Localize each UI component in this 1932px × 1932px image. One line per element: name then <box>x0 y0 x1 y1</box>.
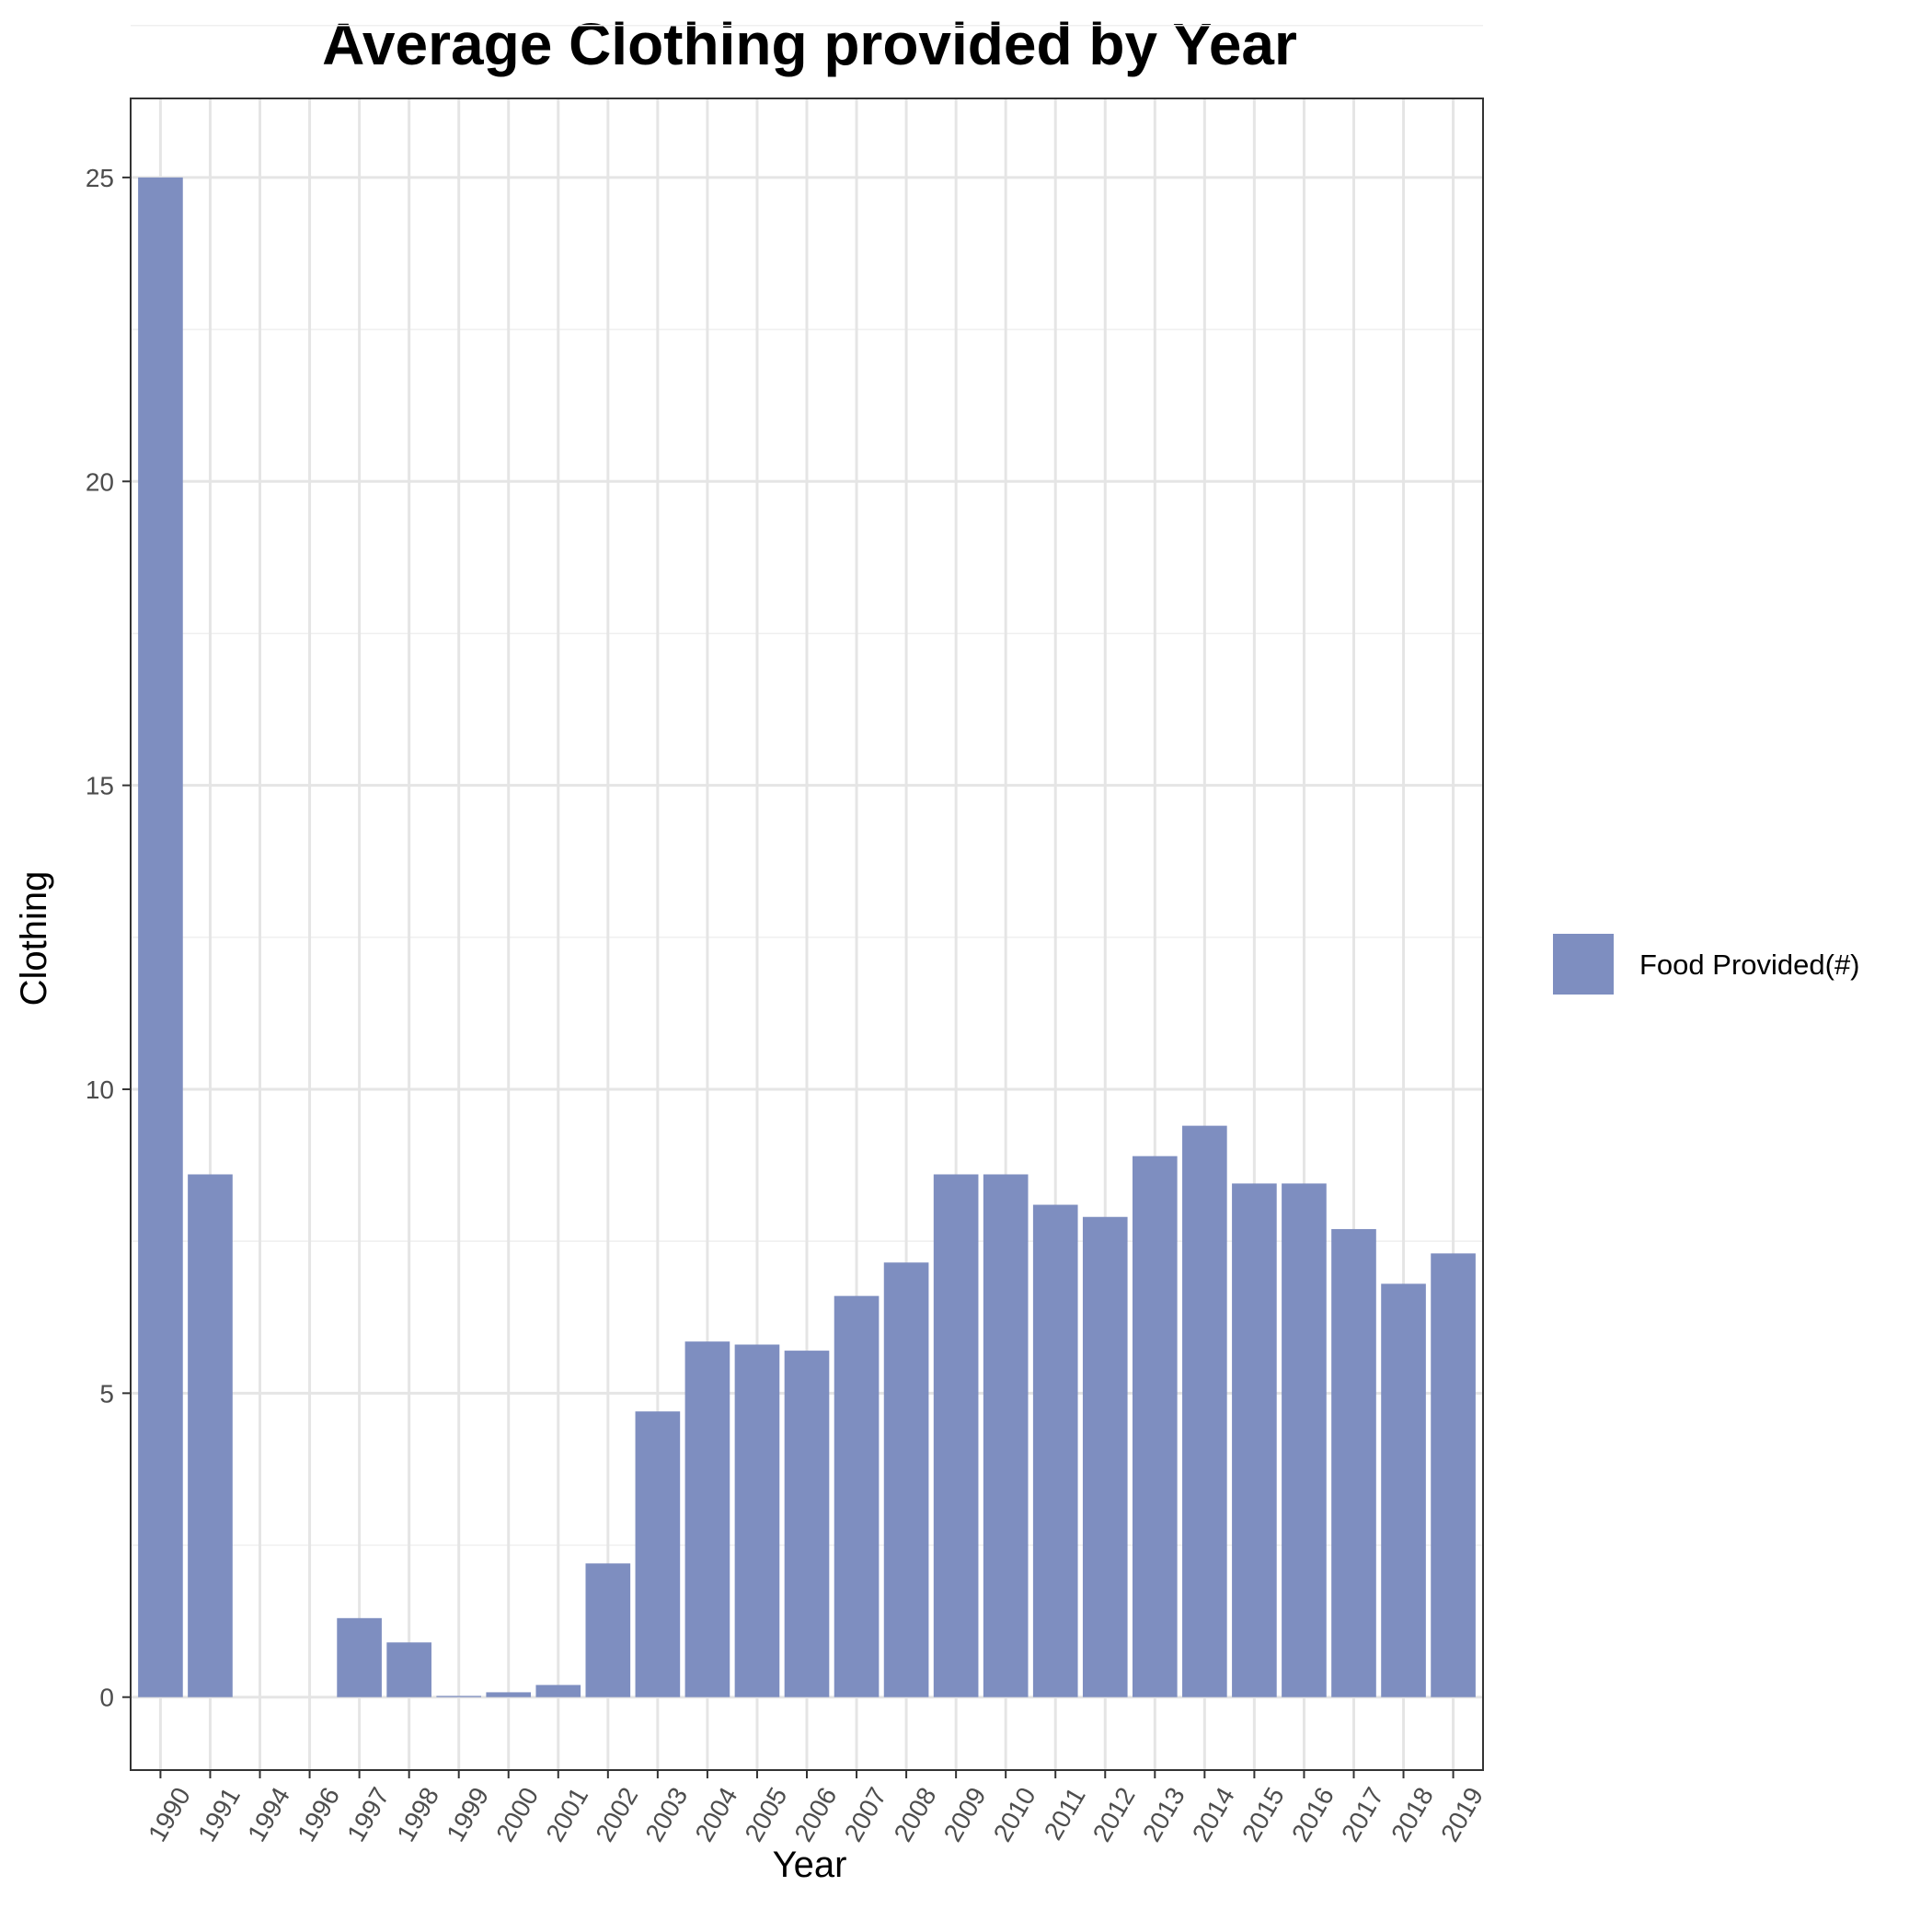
bar-2016 <box>1282 1183 1327 1697</box>
bar-2017 <box>1331 1228 1376 1697</box>
x-tick-label: 2014 <box>1187 1783 1240 1846</box>
chart-title: Average Clothing provided by Year <box>322 11 1297 77</box>
bar-2008 <box>883 1262 929 1697</box>
y-axis-title: Clothing <box>14 871 54 1006</box>
bar-2002 <box>585 1563 631 1697</box>
bar-2011 <box>1032 1204 1078 1697</box>
bars <box>138 177 1476 1697</box>
legend: Food Provided(#) <box>1553 934 1860 995</box>
bar-2003 <box>635 1411 681 1697</box>
x-tick-label: 2008 <box>889 1783 942 1846</box>
x-tick-label: 2016 <box>1286 1783 1340 1846</box>
x-tick-label: 2010 <box>988 1783 1041 1846</box>
bar-2014 <box>1182 1125 1227 1697</box>
legend-label: Food Provided(#) <box>1639 949 1860 981</box>
bar-2010 <box>983 1174 1029 1697</box>
bar-2012 <box>1082 1216 1128 1697</box>
y-tick-label: 0 <box>99 1684 114 1712</box>
x-tick-label: 2007 <box>839 1783 892 1846</box>
x-tick-label: 2017 <box>1336 1783 1389 1846</box>
x-tick-label: 2018 <box>1386 1783 1439 1846</box>
bar-1997 <box>337 1617 382 1697</box>
bar-2009 <box>933 1174 979 1697</box>
y-tick-label: 5 <box>99 1379 114 1408</box>
x-tick-label: 2011 <box>1039 1783 1091 1846</box>
y-axis: 0 5 10 15 20 25 <box>86 164 131 1712</box>
y-tick-label: 15 <box>86 772 114 800</box>
bar-2007 <box>834 1295 880 1697</box>
x-tick-label: 1997 <box>341 1783 395 1846</box>
x-tick-label: 2009 <box>938 1783 992 1846</box>
x-tick-label: 1998 <box>391 1783 444 1846</box>
bar-2004 <box>684 1341 730 1697</box>
x-axis-title: Year <box>773 1845 847 1885</box>
x-tick-label: 2004 <box>689 1783 742 1846</box>
x-tick-label: 2003 <box>639 1783 693 1846</box>
bar-2001 <box>535 1685 581 1697</box>
x-tick-label: 1996 <box>292 1783 345 1846</box>
y-tick-label: 25 <box>86 164 114 192</box>
bar-2013 <box>1132 1156 1178 1697</box>
x-axis: 1990199119941996199719981999200020012002… <box>143 1770 1489 1846</box>
x-tick-label: 2000 <box>490 1783 544 1846</box>
x-tick-label: 1994 <box>242 1783 295 1846</box>
x-tick-label: 1999 <box>441 1783 494 1846</box>
bar-1990 <box>138 177 183 1697</box>
bar-1998 <box>386 1642 431 1697</box>
bar-2005 <box>734 1344 780 1697</box>
y-tick-label: 10 <box>86 1075 114 1104</box>
x-tick-label: 2002 <box>590 1783 643 1846</box>
x-tick-label: 2006 <box>789 1783 843 1846</box>
bar-2015 <box>1232 1183 1277 1697</box>
x-tick-label: 2013 <box>1137 1783 1190 1846</box>
x-tick-label: 1991 <box>192 1783 246 1846</box>
x-tick-label: 1990 <box>143 1783 196 1846</box>
legend-key <box>1553 934 1614 995</box>
x-tick-label: 2019 <box>1435 1783 1489 1846</box>
bar-2018 <box>1381 1283 1426 1697</box>
x-tick-label: 2001 <box>540 1783 593 1846</box>
x-tick-label: 2012 <box>1087 1783 1141 1846</box>
bar-1991 <box>188 1174 233 1697</box>
bar-2006 <box>784 1351 830 1697</box>
bar-2019 <box>1431 1253 1476 1697</box>
y-tick-label: 20 <box>86 467 114 496</box>
x-tick-label: 2005 <box>739 1783 792 1846</box>
bar-2000 <box>486 1692 532 1697</box>
x-tick-label: 2015 <box>1236 1783 1290 1846</box>
